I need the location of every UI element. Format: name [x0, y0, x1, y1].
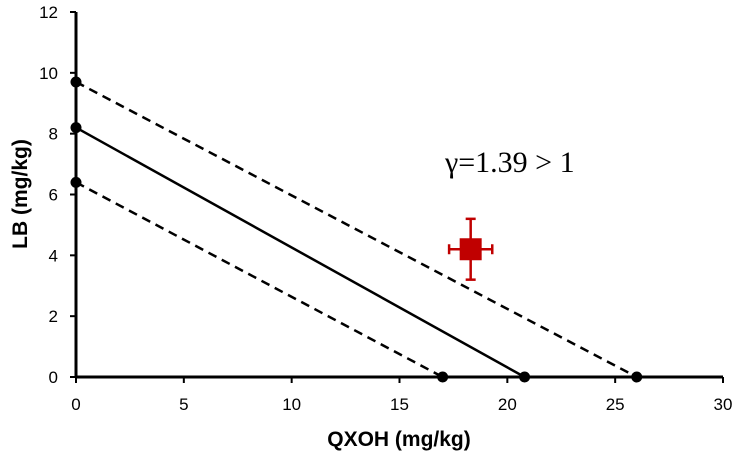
- gamma-annotation: γ=1.39 > 1: [444, 146, 575, 179]
- intercept-point: [70, 76, 82, 88]
- intercept-point: [631, 371, 643, 383]
- x-tick-label: 15: [390, 395, 409, 414]
- x-axis-title: QXOH (mg/kg): [327, 428, 471, 451]
- y-tick-label: 8: [49, 125, 58, 144]
- experimental-point: [447, 217, 494, 281]
- lower-limit-line: [75, 181, 444, 379]
- axis-ticks: 0 5 10 15 20 25 30 0 2 4 6 8 10 12: [39, 3, 732, 414]
- x-tick-label: 30: [714, 395, 733, 414]
- intercept-point: [70, 176, 82, 188]
- y-tick-label: 12: [39, 3, 58, 22]
- intercept-point: [519, 371, 531, 383]
- additive-line: [75, 126, 526, 379]
- series-lines: [75, 80, 638, 379]
- x-tick-label: 0: [71, 395, 80, 414]
- y-tick-label: 6: [49, 186, 58, 205]
- x-tick-label: 25: [606, 395, 625, 414]
- y-tick-label: 10: [39, 64, 58, 83]
- intercept-points: [70, 76, 643, 383]
- y-tick-label: 2: [49, 307, 58, 326]
- x-tick-label: 10: [282, 395, 301, 414]
- y-tick-label: 4: [49, 246, 58, 265]
- x-tick-label: 20: [498, 395, 517, 414]
- axes: [74, 12, 723, 379]
- intercept-point: [70, 122, 82, 134]
- y-axis-title: LB (mg/kg): [9, 139, 32, 249]
- experimental-point-marker: [459, 238, 482, 261]
- x-tick-label: 5: [179, 395, 188, 414]
- y-tick-label: 0: [49, 368, 58, 387]
- intercept-point: [437, 371, 449, 383]
- upper-limit-line: [75, 80, 638, 379]
